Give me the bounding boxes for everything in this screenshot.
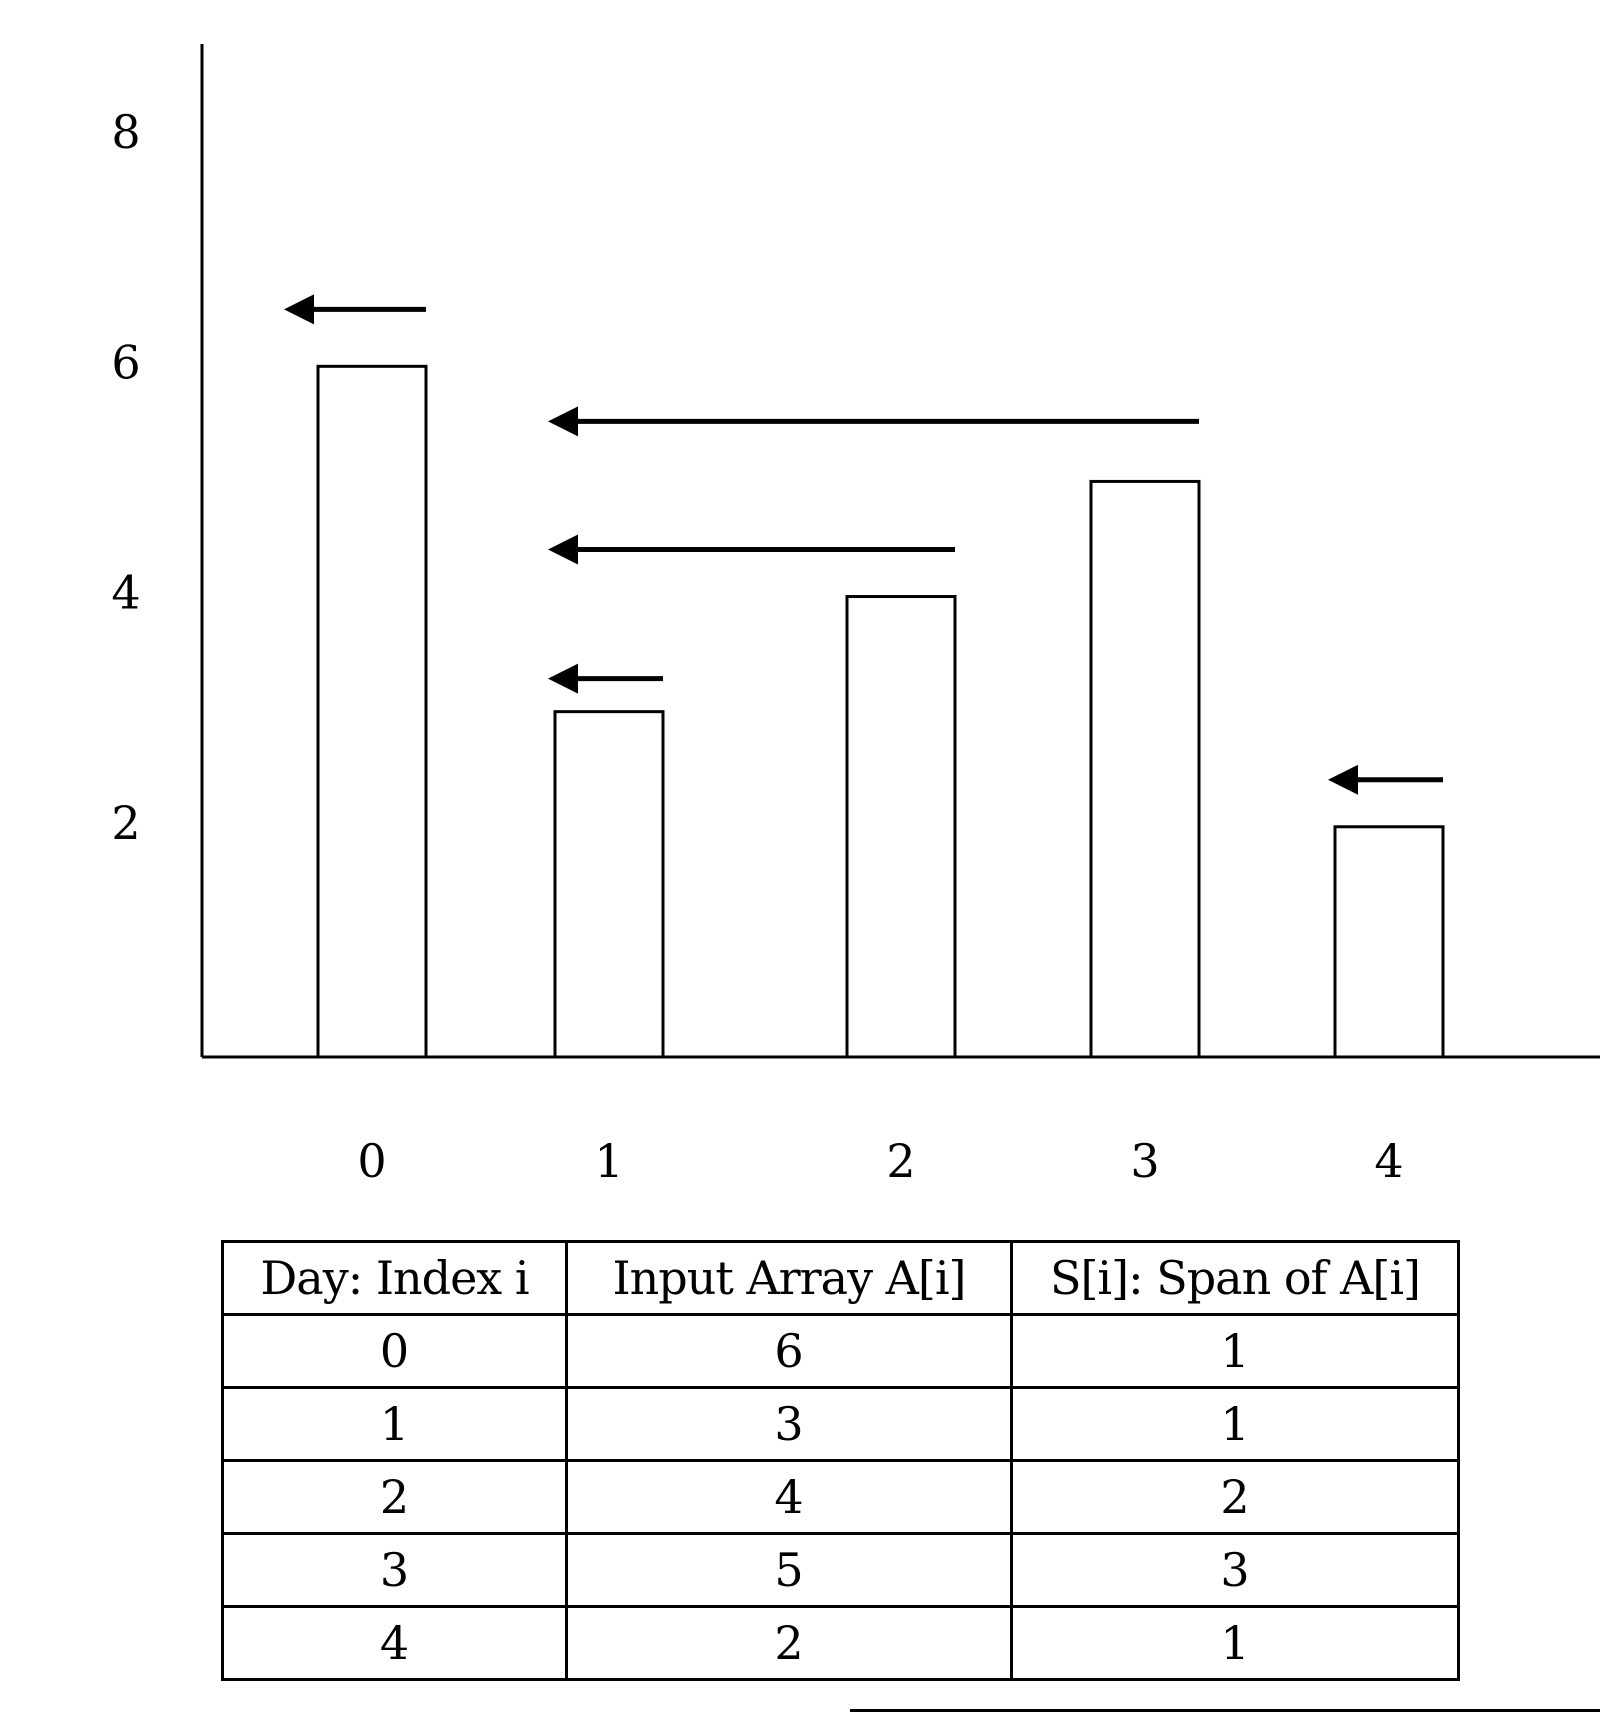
span-table: Day: Index i Input Array A[i] S[i]: Span…	[221, 1240, 1460, 1681]
header-day-index: Day: Index i	[221, 1240, 568, 1316]
x-tick-label: 1	[594, 1134, 623, 1188]
footer-rule	[850, 1709, 1600, 1712]
cell-input-value: 3	[565, 1386, 1013, 1462]
y-tick-label: 6	[111, 335, 140, 389]
table-header-row: Day: Index i Input Array A[i] S[i]: Span…	[221, 1240, 1460, 1316]
x-tick-label: 4	[1374, 1134, 1403, 1188]
x-tick-label: 0	[357, 1134, 386, 1188]
y-tick-label: 8	[111, 105, 140, 159]
table-row: 2 4 2	[221, 1459, 1460, 1535]
span-arrows	[284, 294, 1443, 795]
cell-input-value: 5	[565, 1532, 1013, 1608]
cell-span-value: 1	[1010, 1386, 1460, 1462]
bar	[845, 595, 957, 1059]
cell-input-value: 4	[565, 1459, 1013, 1535]
y-axis: 2 4 6 8	[111, 44, 204, 1057]
cell-span-value: 1	[1010, 1313, 1460, 1389]
x-tick-label: 3	[1130, 1134, 1159, 1188]
table-row: 4 2 1	[221, 1605, 1460, 1681]
bar	[316, 364, 428, 1059]
cell-day-index: 2	[221, 1459, 568, 1535]
cell-day-index: 1	[221, 1386, 568, 1462]
cell-span-value: 2	[1010, 1459, 1460, 1535]
y-tick-label: 2	[111, 796, 140, 850]
cell-input-value: 6	[565, 1313, 1013, 1389]
cell-input-value: 2	[565, 1605, 1013, 1681]
y-tick-label: 4	[111, 566, 140, 620]
cell-span-value: 1	[1010, 1605, 1460, 1681]
header-input-array: Input Array A[i]	[565, 1240, 1013, 1316]
cell-span-value: 3	[1010, 1532, 1460, 1608]
table-row: 0 6 1	[221, 1313, 1460, 1389]
bar	[1333, 825, 1445, 1059]
cell-day-index: 0	[221, 1313, 568, 1389]
cell-day-index: 4	[221, 1605, 568, 1681]
cell-day-index: 3	[221, 1532, 568, 1608]
x-tick-label: 2	[886, 1134, 915, 1188]
bar	[553, 710, 665, 1059]
bar	[1089, 479, 1201, 1059]
header-span: S[i]: Span of A[i]	[1010, 1240, 1460, 1316]
bars	[316, 364, 1445, 1059]
x-axis: 0 1 2 3 4	[202, 1055, 1600, 1188]
table-row: 1 3 1	[221, 1386, 1460, 1462]
table-row: 3 5 3	[221, 1532, 1460, 1608]
bar-chart: 2 4 6 8 0 1 2 3 4	[111, 44, 1600, 1188]
